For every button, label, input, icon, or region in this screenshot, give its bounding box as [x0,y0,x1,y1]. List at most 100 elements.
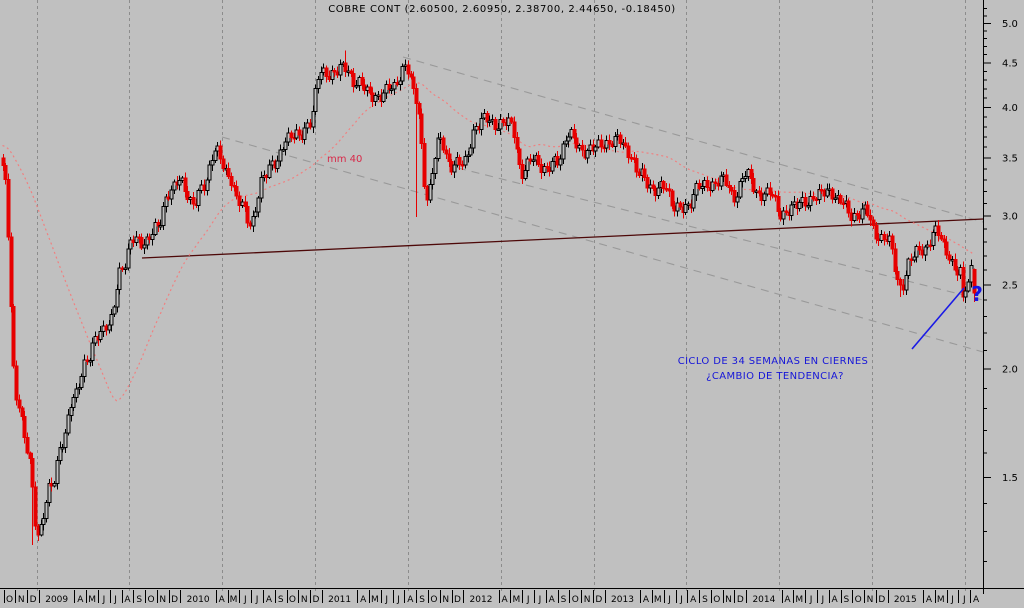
year-label: 2009 [45,595,68,605]
year-label: 2014 [752,595,775,605]
candle-down [419,113,424,144]
candle-down [917,245,922,251]
candle-up [134,236,139,243]
candle-up [63,432,68,449]
month-label: O [147,595,154,605]
candle-up [52,483,57,487]
month-label: A [690,595,697,605]
price-axis-label: 1.5 [1002,473,1018,484]
candle-up [789,204,794,216]
month-label: J [538,595,542,605]
month-label: A [973,595,980,605]
candle-down [838,195,843,204]
price-axis-label: 2.0 [1002,365,1018,376]
candle-up [55,460,60,485]
candle-down [139,237,144,249]
candle-down [406,64,411,75]
candle-down [509,117,514,123]
candle-down [447,153,452,163]
month-label: A [832,595,839,605]
candle-up [781,210,786,220]
candle-down [191,197,196,205]
candle-up [691,194,696,209]
month-label: A [360,595,367,605]
candle-down [768,187,773,195]
candle-up [550,160,555,172]
candle-down [17,399,22,409]
candle-up [963,290,968,298]
candle-up [275,160,280,169]
candle-up [158,225,163,228]
candle-up [39,524,44,536]
month-label: A [549,595,556,605]
candle-down [515,137,520,150]
candle-up [161,206,166,227]
candle-down [572,129,577,139]
candle-down [30,457,35,488]
support-trendline [141,218,984,259]
candle-down [444,149,449,155]
candle-down [512,121,517,139]
month-label: O [572,595,579,605]
candle-up [694,183,699,196]
candle-down [221,158,226,170]
candle-down [20,407,25,418]
month-label: A [124,595,131,605]
month-label: A [643,595,650,605]
candle-down [185,191,190,200]
candle-up [735,196,740,203]
month-label: J [102,595,106,605]
month-label: N [725,595,732,605]
channel-trendline [402,56,984,223]
price-axis: 5.0 4.5 4.0 3.5 3.0 2.5 2.0 1.5 [983,0,1018,594]
year-label: 2010 [187,595,210,605]
candle-down [623,142,628,147]
candle-up [471,129,476,149]
candle-up [60,447,65,450]
candle-down [417,103,422,115]
month-label: J [526,595,530,605]
cycle-note-line2: ¿CAMBIO DE TENDENCIA? [706,371,844,382]
trend-change-arrow [911,287,965,350]
candle-down [218,145,223,160]
candle-down [411,76,416,90]
candle-up [923,246,928,256]
candle-up [58,447,63,462]
month-label: D [595,595,602,605]
candle-down [289,132,294,138]
candle-down [661,181,666,189]
candle-up [860,208,865,220]
candle-down [501,118,506,124]
candle-down [22,416,27,439]
candle-up [808,195,813,206]
candle-down [33,486,38,527]
candle-down [953,258,958,271]
ma-40-line [2,82,974,402]
month-label: D [30,595,37,605]
channel-trendline [221,136,984,353]
candle-up [177,180,182,186]
month-label: M [371,595,379,605]
candle-up [585,149,590,159]
month-label: J [113,595,117,605]
candle-up [126,248,131,269]
candle-up [719,175,724,187]
month-label: D [171,595,178,605]
candle-up [392,81,397,90]
candle-down [6,179,11,238]
candle-down [28,452,33,459]
month-label: M [795,595,803,605]
candle-up [542,166,547,174]
candle-up [833,197,838,201]
month-label: A [784,595,791,605]
candle-down [678,202,683,208]
candle-down [642,168,647,178]
candle-down [422,142,427,188]
month-label: M [88,595,96,605]
candle-up [142,244,147,249]
candle-up [743,175,748,180]
candle-down [1,157,6,167]
candle-up [797,202,802,210]
month-label: A [266,595,273,605]
candle-up [283,141,288,150]
